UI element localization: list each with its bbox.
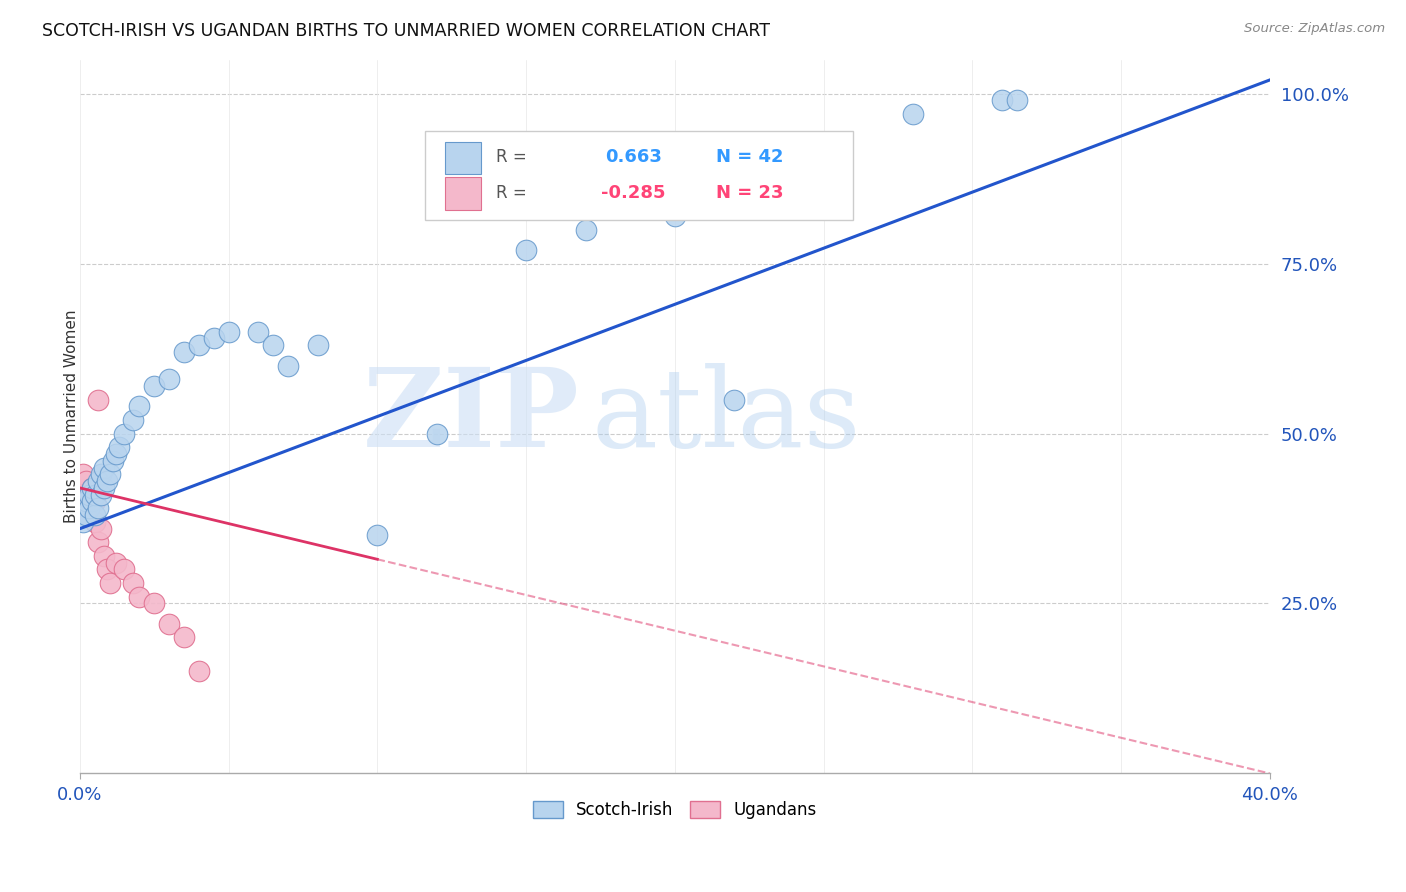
Point — [901, 107, 924, 121]
Point — [77, 488, 100, 502]
Point — [277, 359, 299, 373]
Point — [86, 474, 108, 488]
Point — [83, 515, 105, 529]
Point — [75, 474, 97, 488]
Point — [157, 616, 180, 631]
Text: R =: R = — [496, 148, 533, 167]
Point — [173, 345, 195, 359]
Point — [90, 467, 112, 482]
Point — [128, 400, 150, 414]
Point — [93, 481, 115, 495]
Point — [75, 494, 97, 508]
Point — [98, 467, 121, 482]
FancyBboxPatch shape — [446, 178, 481, 210]
Legend: Scotch-Irish, Ugandans: Scotch-Irish, Ugandans — [526, 794, 824, 826]
Text: R =: R = — [496, 184, 533, 202]
Point — [187, 665, 209, 679]
Point — [574, 222, 596, 236]
Point — [104, 447, 127, 461]
Point — [202, 331, 225, 345]
Point — [143, 597, 166, 611]
Point — [83, 508, 105, 522]
Point — [122, 413, 145, 427]
Point — [157, 372, 180, 386]
Point — [75, 508, 97, 522]
Point — [101, 453, 124, 467]
Text: -0.285: -0.285 — [600, 184, 665, 202]
Text: atlas: atlas — [592, 363, 860, 470]
Point — [86, 392, 108, 407]
Point — [143, 379, 166, 393]
Point — [104, 556, 127, 570]
Point — [93, 549, 115, 563]
Point — [86, 501, 108, 516]
Point — [75, 494, 97, 508]
Point — [114, 562, 136, 576]
Point — [122, 576, 145, 591]
Point — [307, 338, 329, 352]
Point — [83, 488, 105, 502]
Point — [247, 325, 270, 339]
Text: ZIP: ZIP — [363, 363, 579, 470]
Point — [72, 488, 94, 502]
Point — [173, 631, 195, 645]
Point — [72, 515, 94, 529]
Point — [664, 209, 686, 223]
Point — [77, 501, 100, 516]
Point — [98, 576, 121, 591]
Point — [93, 460, 115, 475]
Text: N = 42: N = 42 — [717, 148, 785, 167]
Text: N = 23: N = 23 — [717, 184, 785, 202]
Point — [426, 426, 449, 441]
Point — [96, 562, 118, 576]
Point — [80, 494, 103, 508]
FancyBboxPatch shape — [425, 131, 853, 220]
Y-axis label: Births to Unmarried Women: Births to Unmarried Women — [65, 310, 79, 524]
Point — [262, 338, 284, 352]
Point — [1005, 94, 1028, 108]
Point — [515, 243, 537, 257]
Point — [80, 481, 103, 495]
Point — [114, 426, 136, 441]
Point — [77, 508, 100, 522]
Text: SCOTCH-IRISH VS UGANDAN BIRTHS TO UNMARRIED WOMEN CORRELATION CHART: SCOTCH-IRISH VS UGANDAN BIRTHS TO UNMARR… — [42, 22, 770, 40]
FancyBboxPatch shape — [446, 142, 481, 174]
Point — [128, 590, 150, 604]
Point — [187, 338, 209, 352]
Point — [723, 392, 745, 407]
Point — [991, 94, 1014, 108]
Point — [96, 474, 118, 488]
Point — [86, 535, 108, 549]
Point — [218, 325, 240, 339]
Point — [72, 467, 94, 482]
Point — [90, 488, 112, 502]
Point — [107, 440, 129, 454]
Point — [90, 522, 112, 536]
Point — [366, 528, 388, 542]
Point — [77, 488, 100, 502]
Text: 0.663: 0.663 — [605, 148, 662, 167]
Text: Source: ZipAtlas.com: Source: ZipAtlas.com — [1244, 22, 1385, 36]
Point — [80, 481, 103, 495]
Point — [83, 494, 105, 508]
